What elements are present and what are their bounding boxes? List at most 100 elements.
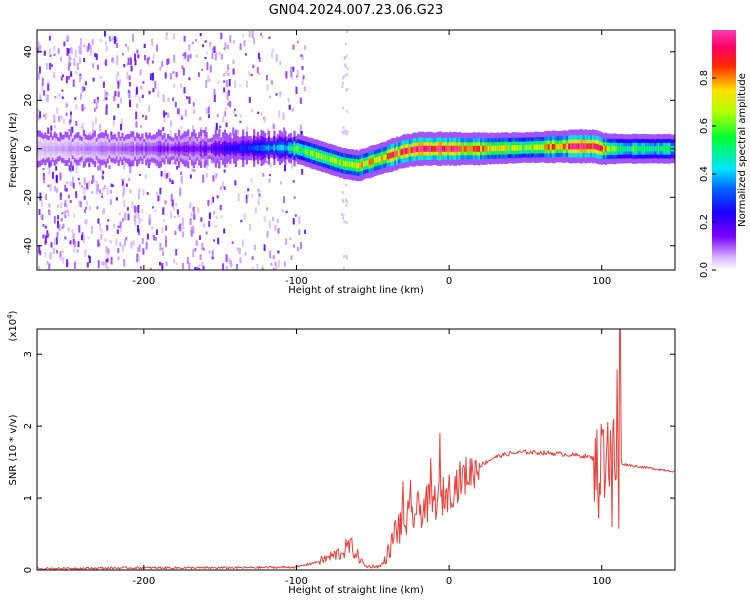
noise-blob	[105, 259, 108, 263]
noise-blob	[192, 206, 195, 212]
spectrogram-cell	[196, 146, 199, 151]
noise-blob	[234, 108, 236, 112]
noise-blob	[213, 46, 216, 53]
noise-blob	[149, 267, 152, 270]
noise-blob	[279, 91, 282, 97]
spectrogram-cell	[412, 146, 415, 153]
noise-blob	[214, 225, 217, 228]
noise-blob	[110, 131, 113, 138]
noise-blob	[292, 66, 295, 72]
spectrogram-cell	[516, 145, 520, 151]
noise-blob	[44, 113, 47, 120]
spectrogram-cell	[401, 148, 404, 155]
noise-blob	[200, 217, 203, 222]
spectrogram-cell	[551, 143, 554, 150]
noise-blob	[212, 256, 215, 260]
noise-blob	[92, 129, 95, 135]
noise-blob	[275, 54, 278, 63]
noise-blob	[346, 67, 349, 71]
noise-blob	[65, 76, 68, 84]
noise-blob	[156, 192, 158, 196]
spectrogram-cell	[582, 143, 585, 150]
noise-blob	[128, 82, 131, 87]
noise-blob	[123, 199, 126, 208]
noise-blob	[229, 35, 232, 43]
noise-blob	[346, 30, 349, 33]
noise-blob	[203, 223, 206, 228]
spectrogram-cell	[509, 145, 512, 151]
noise-blob	[272, 268, 275, 270]
spectrogram-cell	[630, 146, 633, 152]
noise-blob	[89, 205, 91, 211]
noise-blob	[51, 64, 53, 67]
noise-blob	[199, 117, 202, 121]
noise-blob	[165, 174, 168, 179]
spectrogram-cell	[639, 146, 642, 152]
spectrogram-cell	[110, 146, 113, 152]
noise-blob	[139, 265, 142, 270]
noise-blob	[68, 165, 71, 171]
spectrogram-cell	[319, 153, 322, 159]
spectrogram-cell	[555, 143, 558, 150]
noise-blob	[50, 125, 53, 131]
noise-blob	[49, 252, 52, 260]
noise-blob	[343, 255, 346, 259]
noise-blob	[71, 126, 74, 133]
noise-blob	[301, 78, 304, 85]
noise-blob	[271, 52, 273, 58]
y-tick-label: 0	[23, 567, 34, 573]
noise-blob	[225, 122, 228, 128]
noise-blob	[213, 94, 216, 103]
noise-blob	[59, 172, 62, 181]
spectrogram-cell	[505, 145, 509, 151]
noise-blob	[97, 64, 99, 70]
noise-blob	[46, 82, 49, 85]
noise-blob	[38, 66, 41, 74]
noise-blob	[254, 207, 257, 214]
noise-blob	[58, 223, 61, 231]
noise-blob	[108, 165, 111, 169]
noise-blob	[117, 256, 120, 260]
noise-blob	[56, 187, 58, 193]
noise-blob	[97, 260, 100, 268]
noise-blob	[151, 226, 154, 231]
snr-plot-area	[37, 329, 675, 570]
spectrogram-cell	[665, 146, 668, 152]
noise-blob	[225, 107, 228, 111]
spectrogram-cell	[515, 145, 518, 151]
noise-blob	[207, 158, 210, 167]
noise-blob	[85, 200, 88, 206]
noise-blob	[81, 104, 84, 109]
noise-blob	[342, 106, 345, 110]
spectrogram-cell	[223, 145, 226, 152]
noise-blob	[211, 47, 214, 53]
spectrogram-cell	[348, 161, 351, 167]
spectrogram-cell	[117, 145, 120, 152]
noise-blob	[53, 53, 56, 56]
noise-blob	[212, 175, 215, 182]
noise-blob	[144, 54, 146, 61]
noise-blob	[223, 186, 226, 190]
noise-blob	[345, 254, 348, 258]
spectrogram-cell	[282, 145, 285, 151]
spectrogram-cell	[203, 145, 206, 153]
noise-blob	[208, 78, 211, 82]
spectrogram-cell	[291, 146, 294, 151]
noise-blob	[152, 54, 155, 59]
noise-blob	[70, 74, 73, 77]
noise-blob	[223, 47, 226, 50]
noise-blob	[257, 111, 260, 114]
noise-blob	[105, 107, 108, 115]
noise-blob	[202, 174, 205, 183]
spectrogram-cell	[628, 146, 631, 152]
noise-blob	[226, 44, 229, 50]
noise-blob	[342, 126, 345, 130]
noise-blob	[180, 176, 183, 184]
noise-blob	[213, 89, 216, 95]
noise-blob	[183, 35, 186, 42]
noise-blob	[152, 72, 154, 81]
noise-blob	[279, 181, 282, 185]
spectrogram-cell	[526, 144, 529, 151]
spectrogram-cell	[456, 145, 459, 152]
noise-blob	[97, 165, 100, 171]
